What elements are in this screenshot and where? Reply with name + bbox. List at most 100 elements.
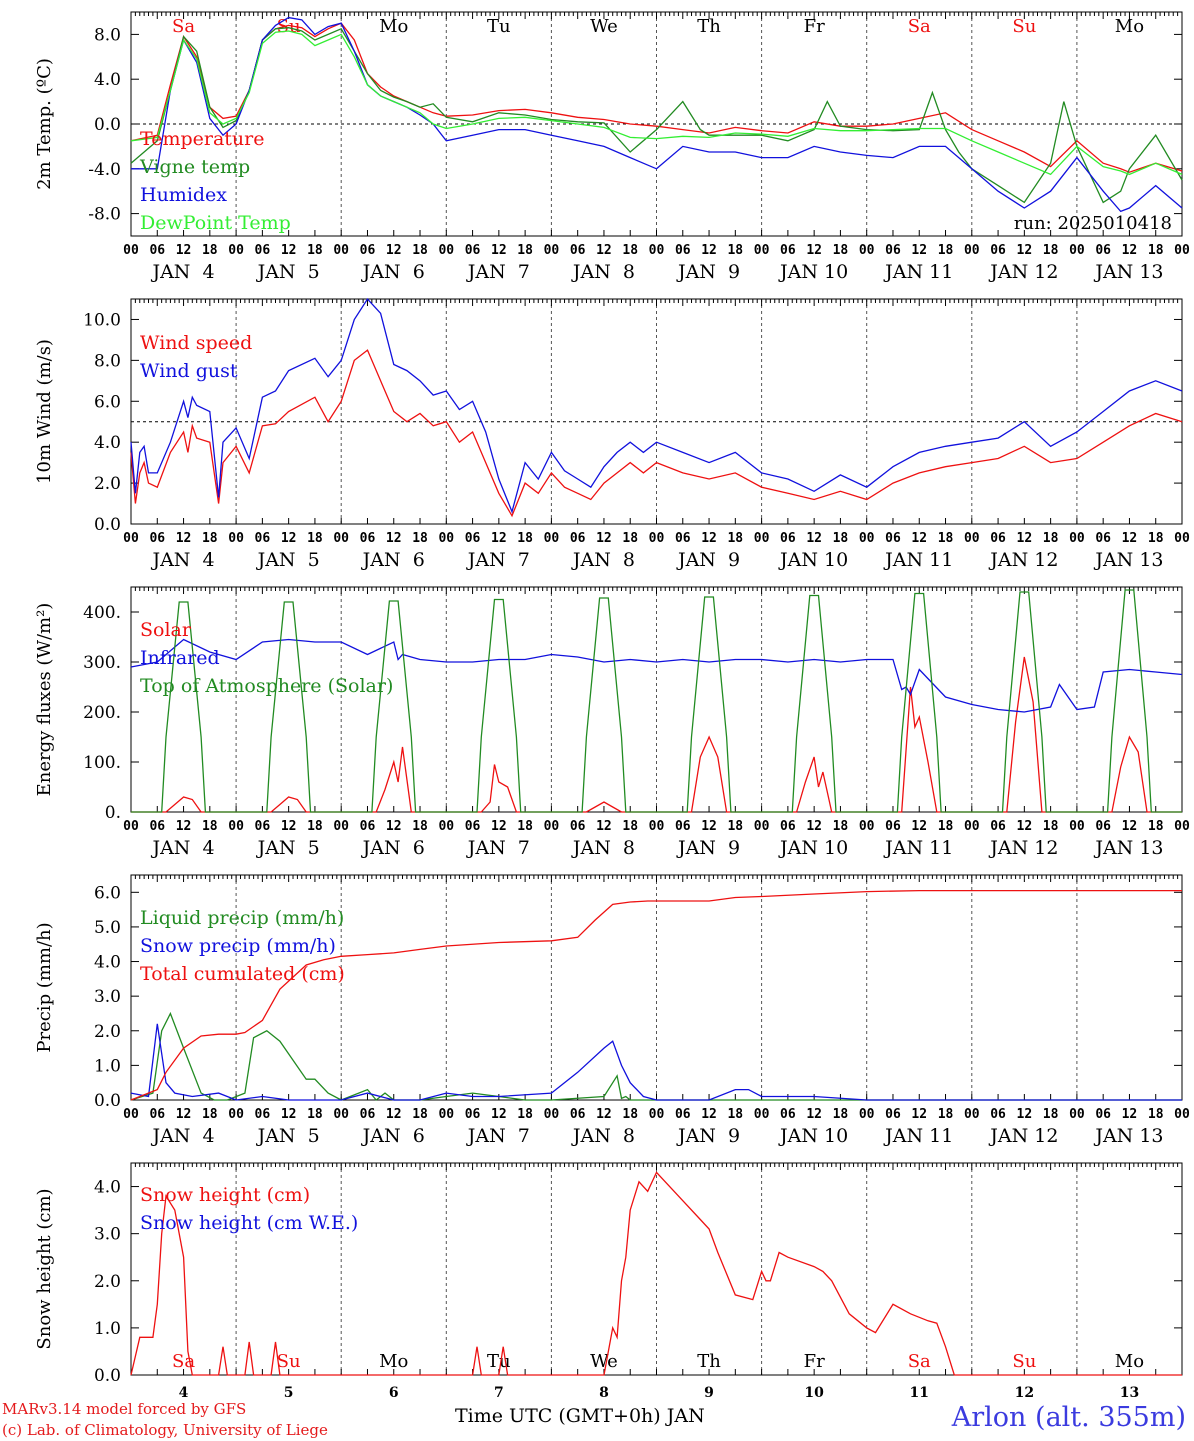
x-hour-label: 06 — [780, 819, 796, 834]
x-hour-label: 06 — [1095, 243, 1111, 258]
y-tick-label: 8.0 — [94, 25, 121, 45]
series-total-cumulated-cm- — [130, 889, 1182, 1101]
x-hour-label: 06 — [885, 531, 901, 546]
y-tick-label: 0. — [105, 803, 121, 823]
x-hour-label: 06 — [675, 819, 691, 834]
x-hour-label: 06 — [149, 1107, 165, 1122]
legend-entry: Total cumulated (cm) — [140, 963, 345, 985]
x-hour-label: 18 — [1043, 531, 1059, 546]
x-hour-label: 06 — [675, 531, 691, 546]
plot-frame — [130, 586, 1183, 813]
day-label: JAN 9 — [676, 261, 740, 283]
x-hour-label: 18 — [727, 243, 743, 258]
x-hour-label: 06 — [885, 819, 901, 834]
x-hour-label: 00 — [754, 243, 770, 258]
x-hour-label: 00 — [1069, 1107, 1085, 1122]
day-label: JAN 13 — [1093, 261, 1163, 283]
x-hour-label: 12 — [911, 819, 927, 834]
x-hour-label: 18 — [727, 1107, 743, 1122]
x-hour-label: 12 — [1122, 531, 1138, 546]
x-hour-label: 12 — [806, 531, 822, 546]
x-hour-label: 00 — [544, 1107, 560, 1122]
x-hour-label: 18 — [1148, 243, 1164, 258]
x-hour-label: 18 — [727, 531, 743, 546]
x-axis-title: Time UTC (GMT+0h) JAN — [455, 1405, 705, 1427]
x-hour-label: 12 — [491, 819, 507, 834]
y-tick-label: 0.0 — [94, 115, 121, 135]
x-hour-label: 12 — [596, 1107, 612, 1122]
x-hour-label: 18 — [1043, 819, 1059, 834]
x-hour-label: 06 — [360, 531, 376, 546]
x-hour-label: 12 — [596, 531, 612, 546]
x-hour-label: 00 — [228, 531, 244, 546]
x-hour-label: 00 — [544, 531, 560, 546]
x-hour-label: 00 — [333, 243, 349, 258]
x-hour-label: 18 — [622, 819, 638, 834]
day-label: JAN 10 — [778, 549, 848, 571]
x-hour-label: 00 — [859, 243, 875, 258]
x-hour-label: 06 — [885, 1107, 901, 1122]
weekday-label: Sa — [172, 16, 195, 37]
x-hour-label: 06 — [149, 819, 165, 834]
x-hour-label: 18 — [833, 243, 849, 258]
x-hour-label: 06 — [1095, 1107, 1111, 1122]
day-label: JAN 7 — [466, 1125, 530, 1147]
x-hour-label: 06 — [885, 243, 901, 258]
day-label: JAN 8 — [571, 549, 635, 571]
day-label: JAN 12 — [988, 837, 1058, 859]
x-hour-label: 12 — [911, 531, 927, 546]
x-hour-label: 00 — [333, 819, 349, 834]
x-hour-label: 18 — [622, 1107, 638, 1122]
x-hour-label: 06 — [675, 1107, 691, 1122]
y-tick-label: 8.0 — [94, 351, 121, 371]
y-tick-label: 4.0 — [94, 433, 121, 453]
x-hour-label: 00 — [1174, 243, 1190, 258]
weekday-label: Sa — [908, 1351, 931, 1372]
day-label: JAN 10 — [778, 837, 848, 859]
day-label: JAN 8 — [571, 261, 635, 283]
y-tick-label: 4.0 — [94, 953, 121, 973]
day-label: JAN 8 — [571, 1125, 635, 1147]
x-hour-label: 00 — [649, 531, 665, 546]
x-hour-label: 00 — [544, 243, 560, 258]
x-hour-label: 18 — [517, 531, 533, 546]
y-tick-label: 100. — [83, 753, 121, 773]
credit-line: (c) Lab. of Climatology, University of L… — [2, 1421, 328, 1439]
x-hour-label: 06 — [990, 1107, 1006, 1122]
x-hour-label: 06 — [1095, 819, 1111, 834]
day-label: JAN 12 — [988, 549, 1058, 571]
x-hour-label: 18 — [833, 819, 849, 834]
x-hour-label: 12 — [701, 819, 717, 834]
series-vigne-temp — [130, 27, 1183, 204]
x-hour-label: 12 — [1017, 531, 1033, 546]
x-hour-label: 06 — [990, 243, 1006, 258]
x-hour-label: 12 — [281, 819, 297, 834]
y-tick-label: 0.0 — [94, 1091, 121, 1111]
x-hour-label: 06 — [255, 243, 271, 258]
y-tick-label: 300. — [83, 653, 121, 673]
day-label: JAN 9 — [676, 1125, 740, 1147]
day-label: JAN 7 — [466, 837, 530, 859]
weekday-label: Sa — [172, 1351, 195, 1372]
x-hour-label: 18 — [412, 1107, 428, 1122]
y-tick-label: 6.0 — [94, 883, 121, 903]
day-label: JAN 5 — [256, 261, 320, 283]
x-hour-label: 12 — [176, 819, 192, 834]
day-label: JAN 6 — [361, 837, 425, 859]
day-label: JAN 6 — [361, 261, 425, 283]
x-hour-label: 18 — [622, 243, 638, 258]
x-hour-label: 12 — [386, 819, 402, 834]
weekday-label: Fr — [804, 1351, 825, 1372]
day-label: JAN 12 — [988, 261, 1058, 283]
x-hour-label: 18 — [727, 819, 743, 834]
day-label: JAN 13 — [1093, 1125, 1163, 1147]
legend-entry: DewPoint Temp — [140, 212, 291, 234]
y-tick-label: 3.0 — [94, 987, 121, 1007]
y-tick-label: 0.0 — [94, 515, 121, 535]
day-label: JAN 4 — [150, 1125, 214, 1147]
x-hour-label: 12 — [176, 243, 192, 258]
series-snow-height-cm- — [130, 1171, 1182, 1376]
series-top-of-atmosphere-solar- — [131, 589, 1182, 813]
y-tick-label: 5.0 — [94, 918, 121, 938]
x-hour-label: 12 — [1122, 819, 1138, 834]
